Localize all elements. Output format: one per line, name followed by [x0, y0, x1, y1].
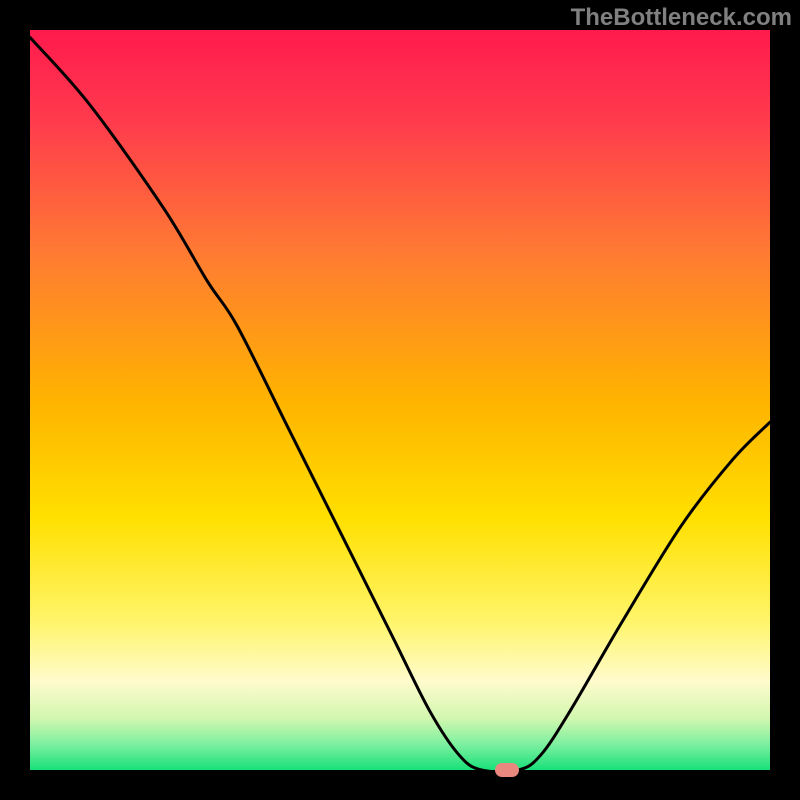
optimum-marker [495, 763, 519, 777]
plot-area [30, 30, 770, 770]
chart-svg [0, 0, 800, 800]
bottleneck-chart-root: { "canvas": { "width": 800, "height": 80… [0, 0, 800, 800]
attribution-text: TheBottleneck.com [571, 4, 792, 32]
